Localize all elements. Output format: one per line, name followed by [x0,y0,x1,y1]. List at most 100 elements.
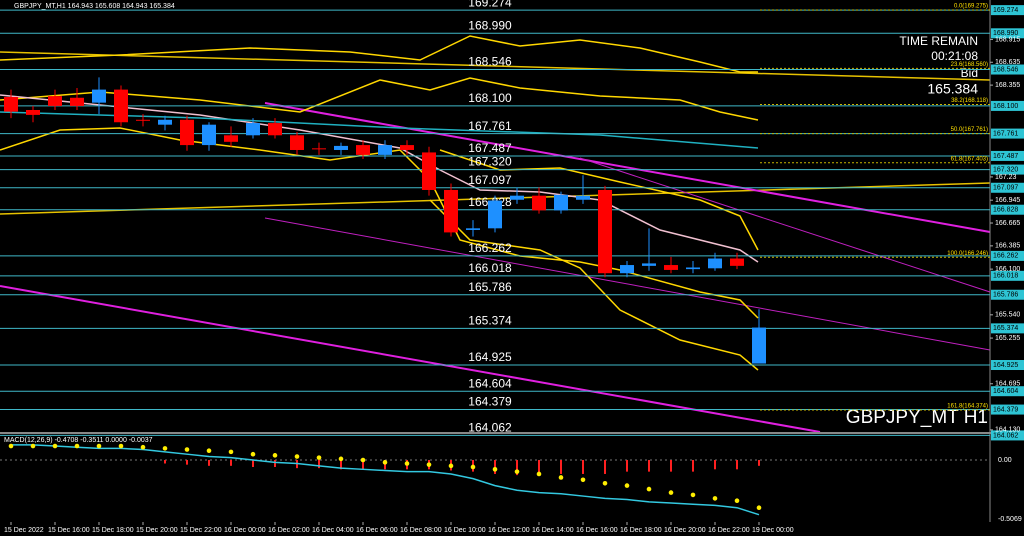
y-tick-label: 164.695 [995,381,1020,388]
candle-body [598,189,612,274]
level-price: 167.487 [993,153,1018,160]
macd-signal-dot [206,448,212,454]
macd-bar [692,460,694,472]
trend-line [579,157,991,293]
level-label: 168.100 [468,91,512,105]
macd-signal-dot [602,480,608,486]
macd-signal-dot [690,492,696,498]
macd-bar [604,460,606,474]
macd-bar [736,460,738,470]
level-price: 168.100 [993,103,1018,110]
macd-signal-dot [360,457,366,463]
candle-body [356,145,370,155]
x-tick-label: 16 Dec 04:00 [312,527,354,534]
macd-bar [494,460,496,474]
candle-body [620,265,634,274]
macd-tick-label: -0.5069 [998,516,1022,523]
y-tick-label: 168.915 [995,36,1020,43]
level-price: 168.546 [993,66,1018,73]
macd-signal-dot [184,447,190,452]
x-tick-label: 16 Dec 12:00 [488,527,530,534]
macd-bar [318,460,320,469]
level-price-box [991,204,1024,215]
candle-body [180,119,194,146]
level-price: 164.925 [993,362,1018,369]
y-tick-label: 165.540 [995,312,1020,319]
macd-signal-dot [118,443,124,449]
macd-signal-dot [294,454,300,459]
macd-signal-dot [162,446,168,451]
candle-body [576,195,590,200]
ma-line [0,94,759,263]
y-tick-label: 168.355 [995,82,1020,89]
macd-bar [186,460,188,465]
macd-signal-dot [580,477,586,483]
level-price-box [991,164,1024,175]
macd-signal-dot [74,443,80,449]
macd-bar [714,460,716,470]
level-price-box [991,386,1024,397]
fib-label: 23.6(168.560) [951,62,988,68]
macd-signal-dot [382,460,388,465]
candle-body [48,96,62,106]
x-tick-label: 15 Dec 2022 [4,527,44,534]
level-price-box [991,404,1024,415]
level-price: 166.828 [993,207,1018,214]
macd-bar [230,460,232,466]
candle-body [92,89,106,103]
level-price: 169.274 [993,7,1018,14]
candle-body [378,145,392,155]
macd-bar [670,460,672,472]
x-tick-label: 16 Dec 08:00 [400,527,442,534]
x-tick-label: 15 Dec 22:00 [180,527,222,534]
macd-signal-dot [272,453,278,458]
fib-label: 0.0(169.275) [954,4,988,10]
candle-body [158,119,172,125]
x-tick-label: 16 Dec 22:00 [708,527,750,534]
candle-body [708,258,722,269]
macd-signal-dot [426,462,432,467]
macd-bar [164,460,166,464]
level-price-box [991,289,1024,300]
trend-line [0,51,991,81]
level-label: 167.487 [468,141,512,155]
candle-body [488,200,502,229]
macd-signal-dot [250,451,256,457]
y-tick-label: 166.665 [995,220,1020,227]
level-label: 166.262 [468,241,512,255]
level-price: 166.262 [993,253,1018,260]
fib-label: 50.0(167.761) [951,127,988,133]
macd-bar [362,460,364,470]
bid: 165.384 [927,81,978,97]
fib-label: 38.2(168.118) [951,98,988,104]
candle-body [290,135,304,150]
macd-signal-dot [140,444,146,450]
macd-signal-dot [448,463,454,469]
ma-line [0,111,759,149]
trend-line [264,102,991,233]
macd-bar [516,460,518,476]
macd-bar [626,460,628,472]
macd-signal-dot [646,486,652,492]
x-tick-label: 16 Dec 06:00 [356,527,398,534]
macd-signal-dot [756,505,762,510]
level-label: 164.062 [468,421,512,435]
candle-body [202,124,216,146]
fib-label: 161.8(164.374) [947,404,988,410]
macd-signal-dot [536,471,542,477]
macd-signal-dot [624,483,630,488]
macd-bar [538,460,540,476]
level-price: 165.374 [993,325,1018,332]
trend-line [0,285,821,433]
level-label: 166.018 [468,261,512,275]
macd-bar [252,460,254,467]
macd-signal-dot [492,467,498,472]
level-price-box [991,64,1024,75]
level-price: 166.018 [993,273,1018,280]
candle-body [532,195,546,211]
x-tick-label: 16 Dec 20:00 [664,527,706,534]
level-price: 164.062 [993,432,1018,439]
macd-signal-dot [316,455,322,460]
macd-bar [758,460,760,466]
